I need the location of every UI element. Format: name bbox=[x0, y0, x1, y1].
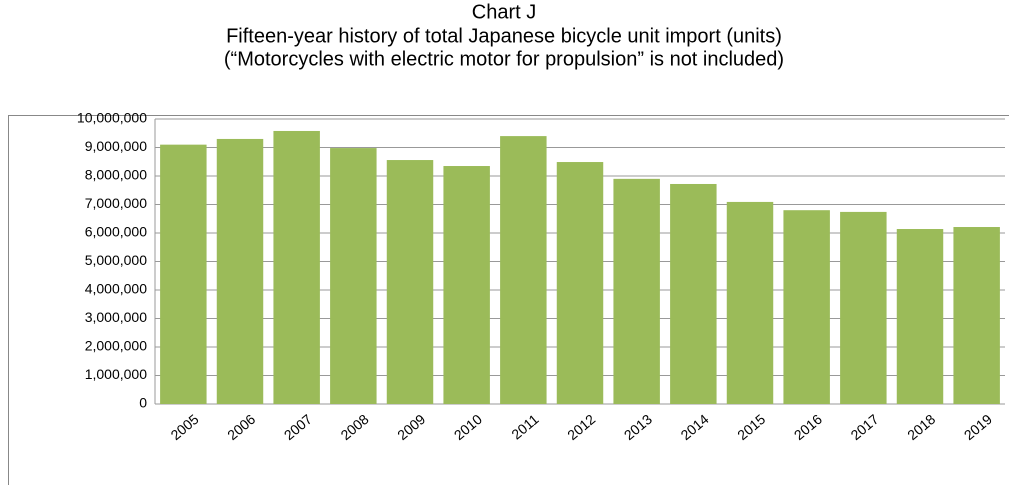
y-tick-label: 2,000,000 bbox=[85, 338, 147, 354]
y-tick-label: 8,000,000 bbox=[85, 167, 147, 183]
bar bbox=[727, 202, 773, 404]
x-tick-label: 2005 bbox=[167, 411, 201, 443]
x-tick-label: 2017 bbox=[847, 411, 881, 443]
bar bbox=[557, 162, 603, 404]
x-tick-label: 2006 bbox=[224, 411, 258, 443]
bar bbox=[670, 184, 716, 404]
x-tick-label: 2014 bbox=[677, 411, 711, 443]
y-tick-label: 9,000,000 bbox=[85, 138, 147, 154]
x-tick-label: 2008 bbox=[337, 411, 371, 443]
y-tick-label: 7,000,000 bbox=[85, 195, 147, 211]
bar bbox=[783, 210, 829, 404]
y-tick-label: 4,000,000 bbox=[85, 281, 147, 297]
bar bbox=[387, 160, 433, 404]
chart-title: Chart J bbox=[472, 1, 536, 23]
x-tick-label: 2013 bbox=[621, 411, 655, 443]
y-tick-label: 5,000,000 bbox=[85, 252, 147, 268]
bar bbox=[160, 145, 206, 404]
x-tick-label: 2011 bbox=[508, 411, 542, 443]
y-tick-label: 3,000,000 bbox=[85, 309, 147, 325]
bar bbox=[217, 139, 263, 404]
bar bbox=[273, 131, 319, 404]
x-tick-label: 2012 bbox=[564, 411, 598, 443]
x-tick-label: 2019 bbox=[961, 411, 995, 443]
bar bbox=[330, 148, 376, 404]
x-tick-label: 2015 bbox=[734, 411, 768, 443]
x-tick-label: 2009 bbox=[394, 411, 428, 443]
x-tick-label: 2018 bbox=[904, 411, 938, 443]
bar bbox=[613, 179, 659, 404]
chart-note: (“Motorcycles with electric motor for pr… bbox=[224, 48, 784, 70]
bar bbox=[953, 227, 999, 404]
bar bbox=[500, 136, 546, 404]
x-tick-label: 2016 bbox=[791, 411, 825, 443]
bar bbox=[443, 166, 489, 404]
x-tick-label: 2010 bbox=[451, 411, 485, 443]
chart-subtitle: Fifteen-year history of total Japanese b… bbox=[226, 25, 782, 47]
y-tick-label: 10,000,000 bbox=[77, 110, 147, 126]
y-tick-label: 1,000,000 bbox=[85, 366, 147, 382]
bar bbox=[840, 212, 886, 404]
bar bbox=[897, 229, 943, 404]
x-tick-label: 2007 bbox=[281, 411, 315, 443]
y-tick-label: 6,000,000 bbox=[85, 224, 147, 240]
y-tick-label: 0 bbox=[139, 395, 147, 411]
